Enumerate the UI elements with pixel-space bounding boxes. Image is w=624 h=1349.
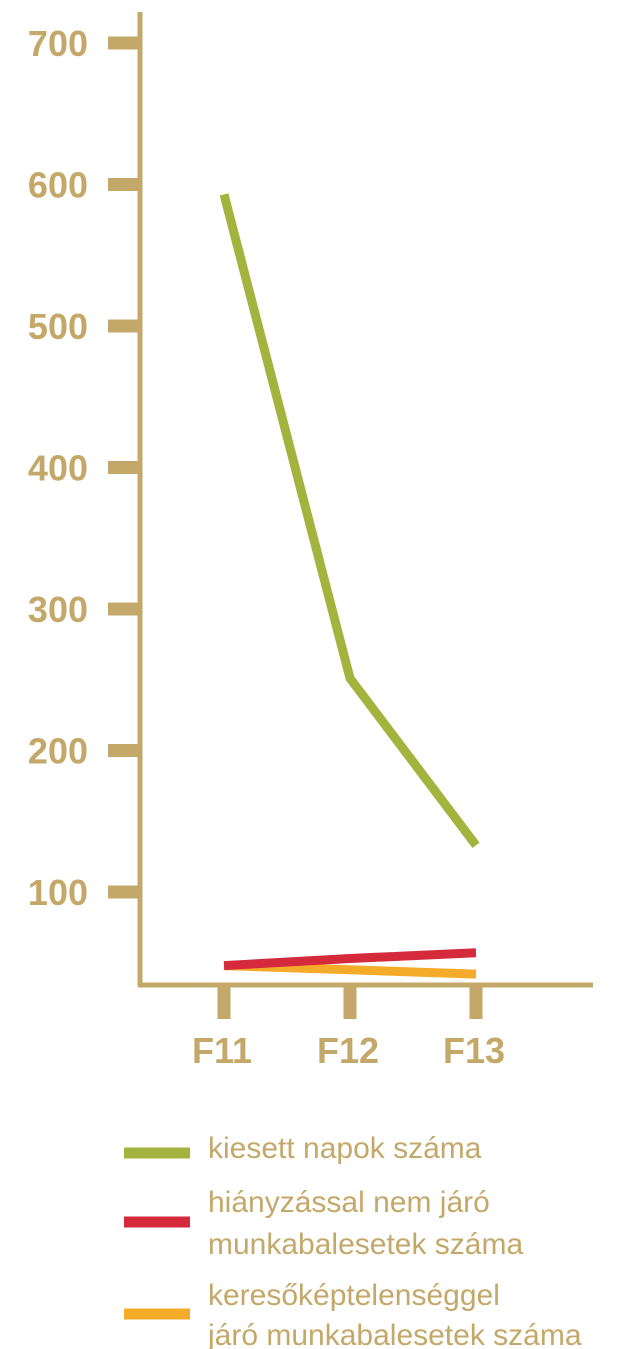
x-axis-ticks: F11 F12 F13	[192, 985, 505, 1071]
legend-label-3: keresőképtelenséggel	[208, 1279, 500, 1312]
y-tick-label: 200	[28, 731, 88, 772]
chart-series	[219, 193, 480, 979]
legend-label-1: kiesett napok száma	[208, 1132, 482, 1165]
y-tick-label: 400	[28, 448, 88, 489]
x-tick-label: F11	[192, 1030, 252, 1071]
y-tick-label: 300	[28, 589, 88, 630]
y-axis-ticks: 100 200 300 400 500 600 700	[28, 23, 140, 913]
y-tick-label: 500	[28, 306, 88, 347]
legend-label-3: járó munkabalesetek száma	[207, 1319, 582, 1349]
x-tick-label: F13	[443, 1030, 505, 1071]
y-tick-label: 100	[28, 872, 88, 913]
series-line-2	[223, 948, 477, 971]
y-tick-label: 700	[28, 23, 88, 64]
chart-axes	[137, 12, 593, 988]
chart-legend: kiesett napok száma hiányzással nem járó m…	[124, 1132, 582, 1349]
legend-label-2: hiányzással nem járó	[208, 1186, 490, 1219]
x-tick-label: F12	[317, 1030, 379, 1071]
y-tick-label: 600	[28, 165, 88, 206]
legend-label-2: munkabalesetek száma	[208, 1228, 523, 1261]
series-line-1	[219, 193, 480, 849]
